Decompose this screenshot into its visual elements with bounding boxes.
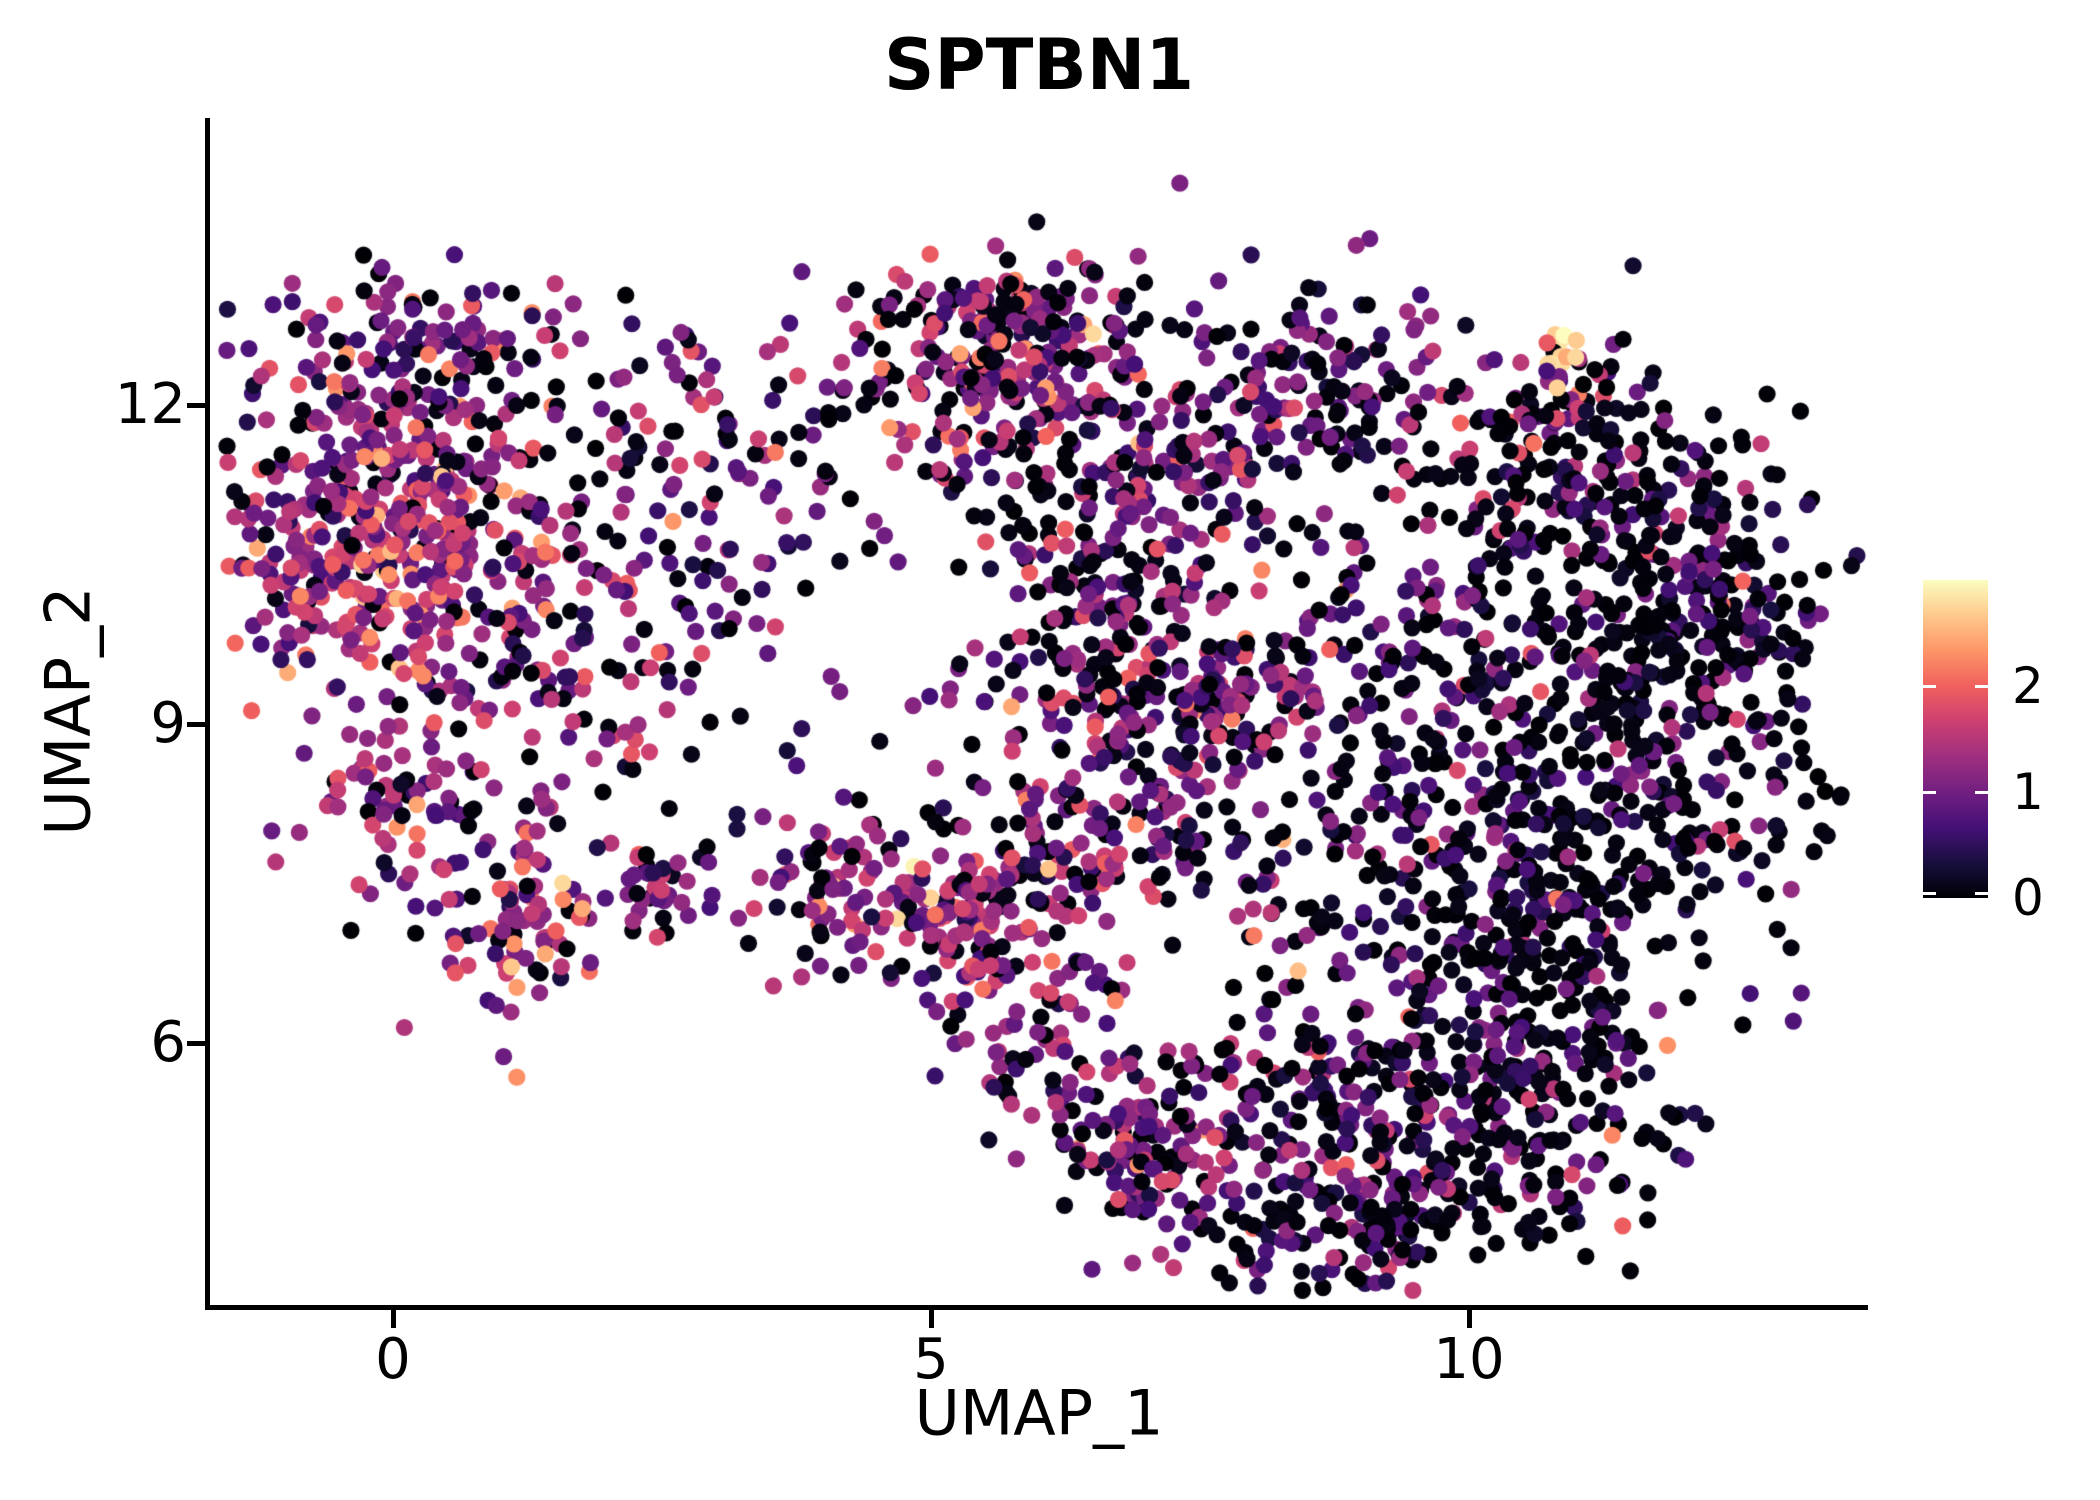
y-tick-label: 6	[150, 1010, 186, 1075]
colorbar-gradient	[1923, 580, 1988, 898]
y-tick-mark	[187, 402, 205, 408]
colorbar-tick-mark	[1923, 684, 1936, 688]
x-axis-line	[205, 1305, 1868, 1310]
x-tick-label: 10	[1433, 1327, 1505, 1392]
colorbar-tick-mark	[1923, 790, 1936, 794]
x-tick-label: 0	[375, 1327, 411, 1392]
colorbar-tick-mark	[1975, 684, 1988, 688]
y-tick-label: 12	[114, 372, 186, 437]
x-tick-mark	[1466, 1310, 1472, 1328]
x-tick-label: 5	[913, 1327, 949, 1392]
x-tick-mark	[390, 1310, 396, 1328]
colorbar-tick-label: 1	[2012, 763, 2044, 821]
colorbar-tick-label: 2	[2012, 657, 2044, 715]
y-tick-mark	[187, 1040, 205, 1046]
y-axis-title: UMAP_2	[31, 586, 105, 836]
y-axis-line	[205, 118, 210, 1310]
colorbar-tick-mark	[1975, 790, 1988, 794]
y-tick-label: 9	[150, 691, 186, 756]
colorbar-tick-mark	[1923, 891, 1936, 895]
x-axis-title: UMAP_1	[914, 1376, 1164, 1450]
x-tick-mark	[928, 1310, 934, 1328]
y-tick-mark	[187, 721, 205, 727]
colorbar-tick-mark	[1975, 891, 1988, 895]
colorbar-tick-label: 0	[2012, 869, 2044, 927]
